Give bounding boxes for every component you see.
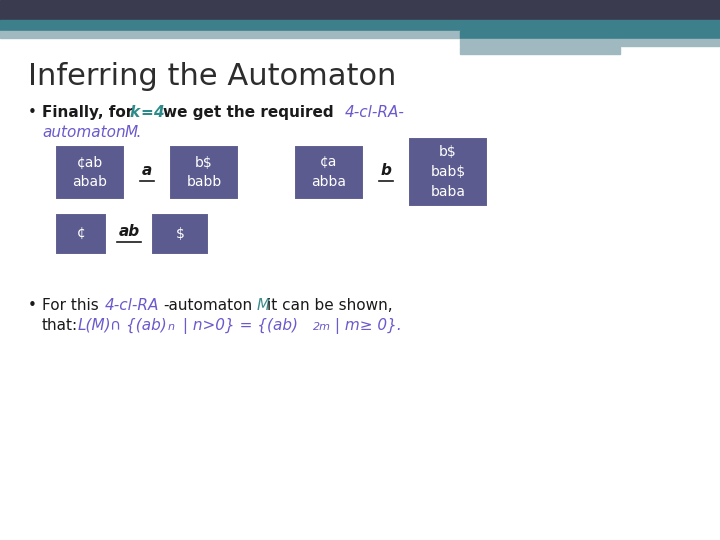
- Text: Finally, for: Finally, for: [42, 105, 133, 120]
- Text: we get the required: we get the required: [163, 105, 333, 120]
- Text: k: k: [130, 105, 140, 120]
- Text: 4-cl-RA: 4-cl-RA: [105, 298, 159, 313]
- Text: ab: ab: [118, 225, 140, 240]
- Text: 4-cl-RA-: 4-cl-RA-: [345, 105, 405, 120]
- Text: automaton: automaton: [42, 125, 125, 140]
- FancyBboxPatch shape: [55, 213, 107, 255]
- Text: b$
babb: b$ babb: [186, 156, 222, 189]
- FancyBboxPatch shape: [408, 137, 488, 207]
- FancyBboxPatch shape: [294, 145, 364, 200]
- Text: -automaton: -automaton: [163, 298, 252, 313]
- Text: ¢a
abba: ¢a abba: [312, 156, 346, 189]
- Bar: [0, 20, 720, 30]
- Text: •: •: [28, 298, 37, 313]
- Text: | m≥ 0}.: | m≥ 0}.: [330, 318, 402, 334]
- Text: =: =: [140, 105, 153, 120]
- Text: a: a: [142, 163, 152, 178]
- Bar: [460, 39, 720, 46]
- Text: 4: 4: [153, 105, 163, 120]
- Text: Inferring the Automaton: Inferring the Automaton: [28, 62, 397, 91]
- Bar: [460, 31, 720, 38]
- Text: b: b: [381, 163, 392, 178]
- Text: b$
bab$
baba: b$ bab$ baba: [431, 145, 466, 199]
- Text: that:: that:: [42, 318, 78, 333]
- FancyBboxPatch shape: [151, 213, 209, 255]
- Text: ∩ {(ab): ∩ {(ab): [110, 318, 167, 333]
- Text: L(M): L(M): [78, 318, 112, 333]
- Bar: [0, 0, 720, 20]
- Text: 2m: 2m: [313, 322, 331, 332]
- Text: M: M: [257, 298, 270, 313]
- FancyBboxPatch shape: [55, 145, 125, 200]
- Text: M: M: [125, 125, 138, 140]
- Text: it can be shown,: it can be shown,: [267, 298, 392, 313]
- Text: ¢ab
abab: ¢ab abab: [73, 156, 107, 189]
- Text: | n>0} = {(ab): | n>0} = {(ab): [178, 318, 298, 334]
- FancyBboxPatch shape: [169, 145, 239, 200]
- Text: For this: For this: [42, 298, 99, 313]
- Text: $: $: [176, 227, 184, 241]
- Bar: [0, 31, 460, 38]
- Text: .: .: [135, 125, 140, 140]
- Bar: [460, 47, 620, 54]
- Text: ¢: ¢: [76, 227, 86, 241]
- Text: •: •: [28, 105, 37, 120]
- Text: n: n: [168, 322, 175, 332]
